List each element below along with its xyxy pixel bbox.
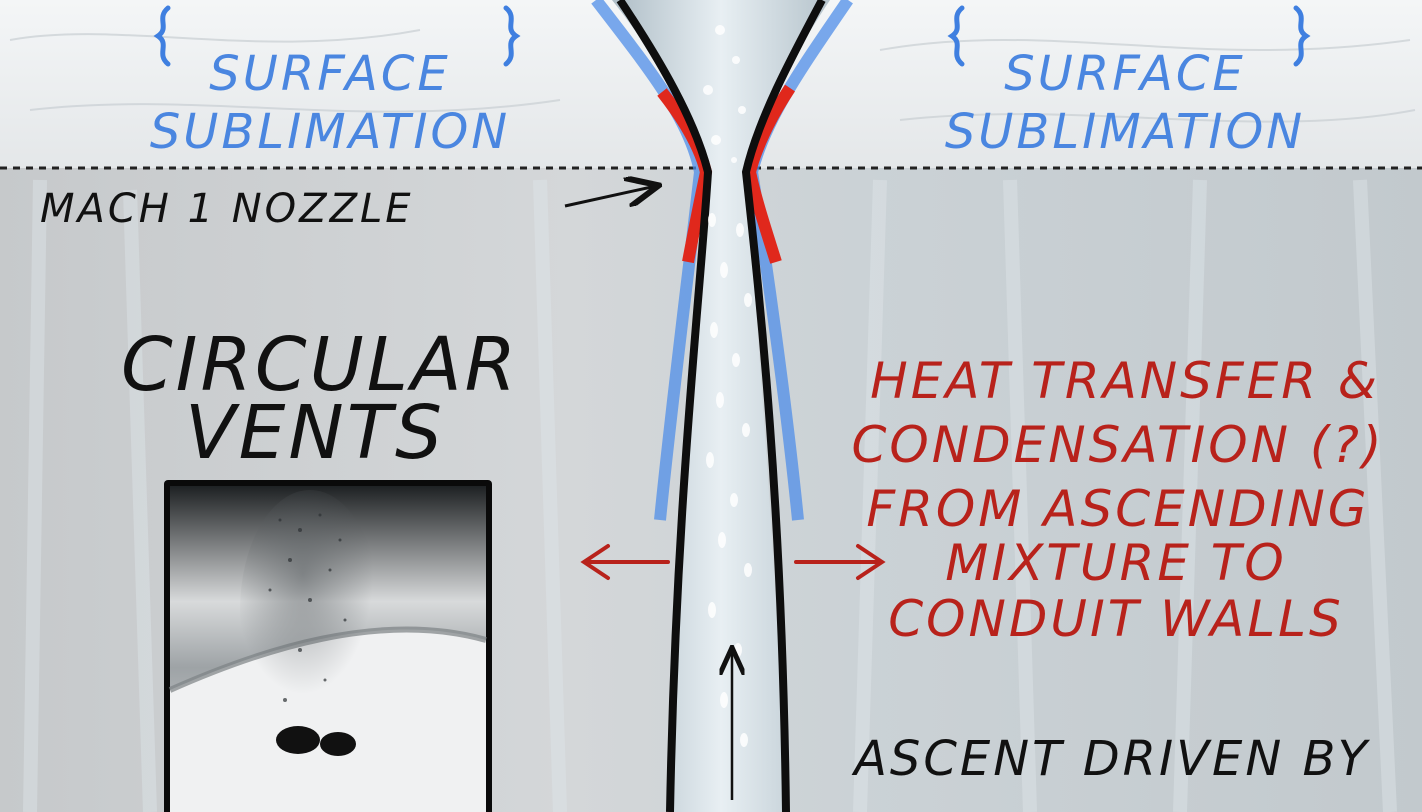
surface-braces bbox=[153, 5, 1311, 67]
brace-right-2 bbox=[1293, 5, 1311, 67]
brace-right-1 bbox=[947, 5, 965, 67]
brace-left-1 bbox=[153, 5, 171, 67]
heat-label-line3: FROM ASCENDING bbox=[866, 480, 1369, 538]
brace-left-2 bbox=[503, 5, 521, 67]
mach-nozzle-arrow bbox=[564, 186, 656, 208]
surface-scratches bbox=[9, 29, 1416, 123]
heat-label-line5: CONDUIT WALLS bbox=[888, 590, 1344, 648]
surface-sublimation-left-line1: SURFACE bbox=[209, 46, 450, 102]
heat-label-line2: CONDENSATION (?) bbox=[852, 416, 1385, 474]
heat-arrow-right bbox=[794, 544, 886, 580]
vent-photo bbox=[164, 480, 492, 812]
heat-label-line4: MIXTURE TO bbox=[945, 534, 1286, 592]
conduit-wall-right bbox=[741, 0, 826, 812]
heat-transfer-arrows bbox=[580, 544, 886, 580]
circular-vents-line1: CIRCULAR bbox=[121, 322, 519, 408]
surface-sublimation-right-line1: SURFACE bbox=[1004, 46, 1245, 102]
ascent-label: ASCENT DRIVEN BY bbox=[851, 731, 1371, 787]
conduit-droplets bbox=[703, 25, 752, 747]
ice-streaks bbox=[23, 179, 1397, 812]
surface-sublimation-right-line2: SUBLIMATION bbox=[945, 104, 1305, 160]
heat-arrow-left bbox=[580, 544, 670, 580]
heat-label-line1: HEAT TRANSFER & bbox=[870, 352, 1380, 410]
surface-sublimation-left-line2: SUBLIMATION bbox=[150, 104, 510, 160]
circular-vents-line2: VENTS bbox=[185, 390, 445, 476]
mach-nozzle-label: MACH 1 NOZZLE bbox=[40, 186, 414, 232]
conduit-wall-left bbox=[616, 0, 713, 812]
